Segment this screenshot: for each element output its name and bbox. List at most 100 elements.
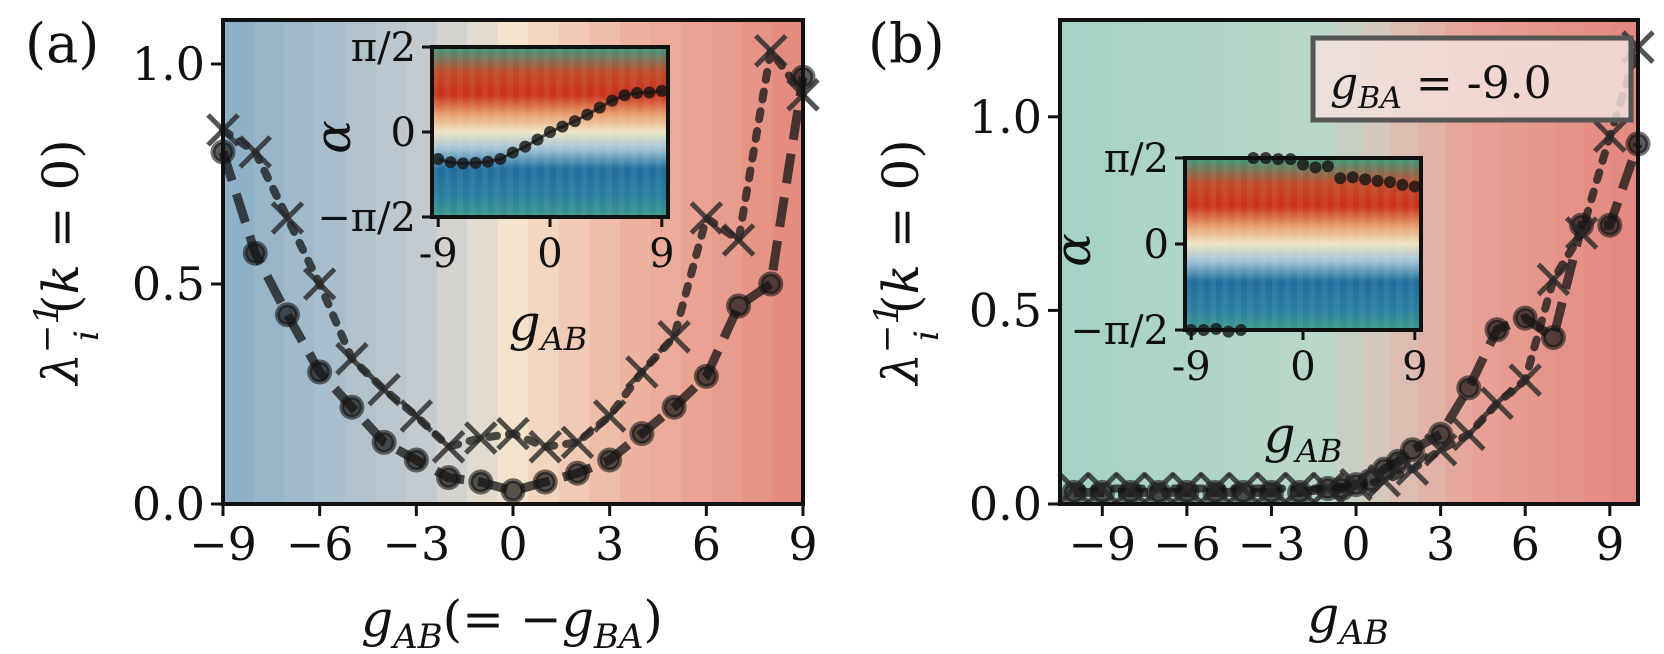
inset-column — [481, 47, 488, 217]
data-point-circle — [242, 240, 268, 266]
inset-data-point — [606, 94, 619, 107]
panel-a-inset-ylabel: α — [304, 120, 362, 154]
background-band — [314, 20, 346, 504]
data-point-x — [1367, 464, 1402, 498]
data-point-x — [754, 34, 788, 68]
inset-column — [593, 47, 600, 217]
inset-y-tick-label: 0 — [1144, 222, 1169, 268]
data-point-circle — [1428, 421, 1454, 447]
data-point-circle — [758, 271, 784, 297]
inset-column — [655, 47, 662, 217]
background-band — [741, 20, 774, 504]
data-point-x — [657, 320, 691, 354]
inset-column — [1321, 158, 1328, 330]
panel-b-frame — [1058, 18, 1640, 506]
data-point-circle — [532, 469, 558, 495]
background-band — [375, 20, 407, 504]
data-point-circle — [371, 429, 397, 455]
inset-data-point — [1297, 158, 1309, 171]
background-band — [711, 20, 743, 504]
inset-column — [531, 47, 538, 217]
inset-data-point — [618, 89, 631, 102]
y-tick-label: 0.5 — [132, 257, 205, 311]
background-band — [1115, 20, 1144, 504]
panel-a-series — [206, 34, 820, 504]
data-point-x — [1226, 471, 1261, 506]
x-tick-label: −3 — [1238, 517, 1306, 571]
inset-column — [1371, 158, 1378, 330]
inset-column — [1408, 158, 1415, 330]
data-point-circle — [693, 363, 719, 389]
inset-data-point — [481, 155, 494, 168]
inset-data-point — [630, 87, 643, 100]
x-tick-label: 3 — [1426, 517, 1455, 571]
inset-column — [1309, 158, 1316, 330]
inset-column — [1222, 158, 1229, 330]
data-point-x — [1508, 363, 1542, 397]
data-point-x — [335, 342, 369, 376]
data-point-x — [496, 416, 530, 451]
data-point-x — [1395, 452, 1430, 486]
inset-column — [643, 47, 650, 217]
x-tick-label: 9 — [1595, 517, 1624, 571]
data-point-x — [1536, 262, 1571, 297]
inset-data-point — [1371, 175, 1384, 188]
inset-data-point — [1408, 180, 1421, 193]
x-tick-label: −9 — [189, 517, 257, 571]
panel-a-ylabel: λ−1i(k = 0) — [27, 139, 107, 387]
x-tick-label: 6 — [692, 517, 721, 571]
data-point-circle — [274, 302, 300, 328]
inset-column — [581, 47, 588, 217]
x-tick-label: 9 — [788, 517, 817, 571]
inset-colormap — [1185, 158, 1421, 330]
data-point-circle — [1399, 437, 1425, 463]
inset-column — [1284, 158, 1291, 330]
inset-data-point — [1346, 171, 1359, 184]
panel-b-inset: -9 0 9 π/2 0 −π/2 — [1070, 136, 1427, 390]
panel-a-inset: -9 0 9 π/2 0 −π/2 — [317, 25, 674, 277]
inset-column — [432, 47, 439, 217]
panel-a-xlabel: gAB(= −gBA) — [361, 590, 663, 654]
inset-data-point — [457, 157, 470, 170]
panel-b-label: (b) — [868, 12, 945, 75]
inset-column — [618, 47, 625, 217]
inset-column — [518, 47, 526, 217]
panel-b-ticks: −9 −6 −3 0 3 6 9 0.0 0.5 1.0 — [969, 90, 1625, 571]
inset-y-tick-label: −π/2 — [1070, 308, 1169, 354]
inset-x-tick-label: 9 — [649, 231, 674, 277]
data-point-circle — [1597, 212, 1623, 238]
inset-column — [1358, 158, 1366, 330]
inset-data-point — [1396, 178, 1409, 191]
data-point-x — [1480, 386, 1514, 421]
inset-data-point — [581, 108, 594, 121]
inset-data-point — [1359, 173, 1372, 186]
data-point-x — [528, 430, 562, 464]
inset-column — [1396, 158, 1403, 330]
inset-y-tick-label: −π/2 — [317, 195, 416, 241]
data-point-x — [721, 223, 756, 257]
inset-data-point — [1321, 160, 1334, 173]
data-point-x — [1311, 471, 1345, 506]
panel-b-ylabel: λ−1i(k = 0) — [867, 139, 947, 387]
data-point-circle — [339, 394, 365, 420]
data-point-x — [1085, 471, 1120, 506]
inset-column — [1383, 158, 1390, 330]
y-tick-label: 1.0 — [132, 37, 205, 91]
data-point-x — [1423, 433, 1458, 467]
data-point-x — [1254, 471, 1289, 506]
data-point-x — [1057, 471, 1091, 506]
inset-data-point — [444, 156, 457, 169]
inset-data-point — [1383, 176, 1396, 189]
y-tick-label: 0.0 — [132, 477, 205, 531]
panel-a-ticks: −9 −6 −3 0 3 6 9 0.0 0.5 1.0 — [132, 37, 818, 571]
inset-x-tick-label: 0 — [1290, 344, 1315, 390]
panel-b-legend: gBA = -9.0 — [1310, 35, 1634, 123]
inset-column — [605, 47, 613, 217]
data-point-circle — [403, 447, 429, 473]
background-band — [680, 20, 713, 504]
inset-data-point — [568, 115, 581, 128]
x-tick-label: 3 — [595, 517, 624, 571]
data-point-x — [560, 425, 595, 460]
inset-data-point — [432, 153, 445, 166]
